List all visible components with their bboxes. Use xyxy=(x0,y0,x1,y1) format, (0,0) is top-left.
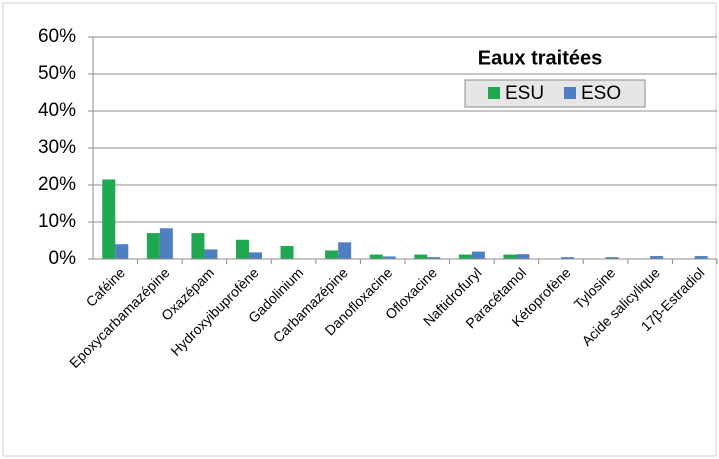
bar xyxy=(338,242,352,259)
y-tick-label: 0% xyxy=(49,248,77,269)
bar xyxy=(561,257,574,259)
bar xyxy=(102,179,116,259)
bar xyxy=(191,233,205,259)
legend-swatch xyxy=(488,87,500,99)
bar xyxy=(236,239,249,259)
bar xyxy=(280,246,294,259)
y-tick-label: 40% xyxy=(38,100,76,121)
bar xyxy=(471,251,485,259)
bar xyxy=(516,254,530,259)
bar xyxy=(325,250,339,259)
y-tick-label: 50% xyxy=(38,63,76,84)
bar xyxy=(605,257,619,259)
bar xyxy=(650,256,664,259)
legend-label: ESU xyxy=(505,83,544,104)
y-tick-label: 30% xyxy=(38,137,76,158)
legend-label: ESO xyxy=(581,83,621,104)
legend-title: Eaux traitées xyxy=(478,47,603,69)
bar xyxy=(146,233,160,259)
bar xyxy=(414,254,428,259)
bar xyxy=(503,254,517,259)
bar xyxy=(115,244,129,259)
bar xyxy=(382,256,396,259)
legend-swatch xyxy=(564,87,576,99)
bar xyxy=(427,257,441,259)
bar xyxy=(204,249,218,259)
bar xyxy=(159,228,173,259)
bar xyxy=(458,254,472,259)
bar xyxy=(694,256,708,259)
y-tick-label: 20% xyxy=(38,174,76,195)
y-tick-label: 10% xyxy=(38,211,76,232)
bar xyxy=(369,254,383,259)
bar xyxy=(249,252,262,259)
y-tick-label: 60% xyxy=(38,26,76,47)
